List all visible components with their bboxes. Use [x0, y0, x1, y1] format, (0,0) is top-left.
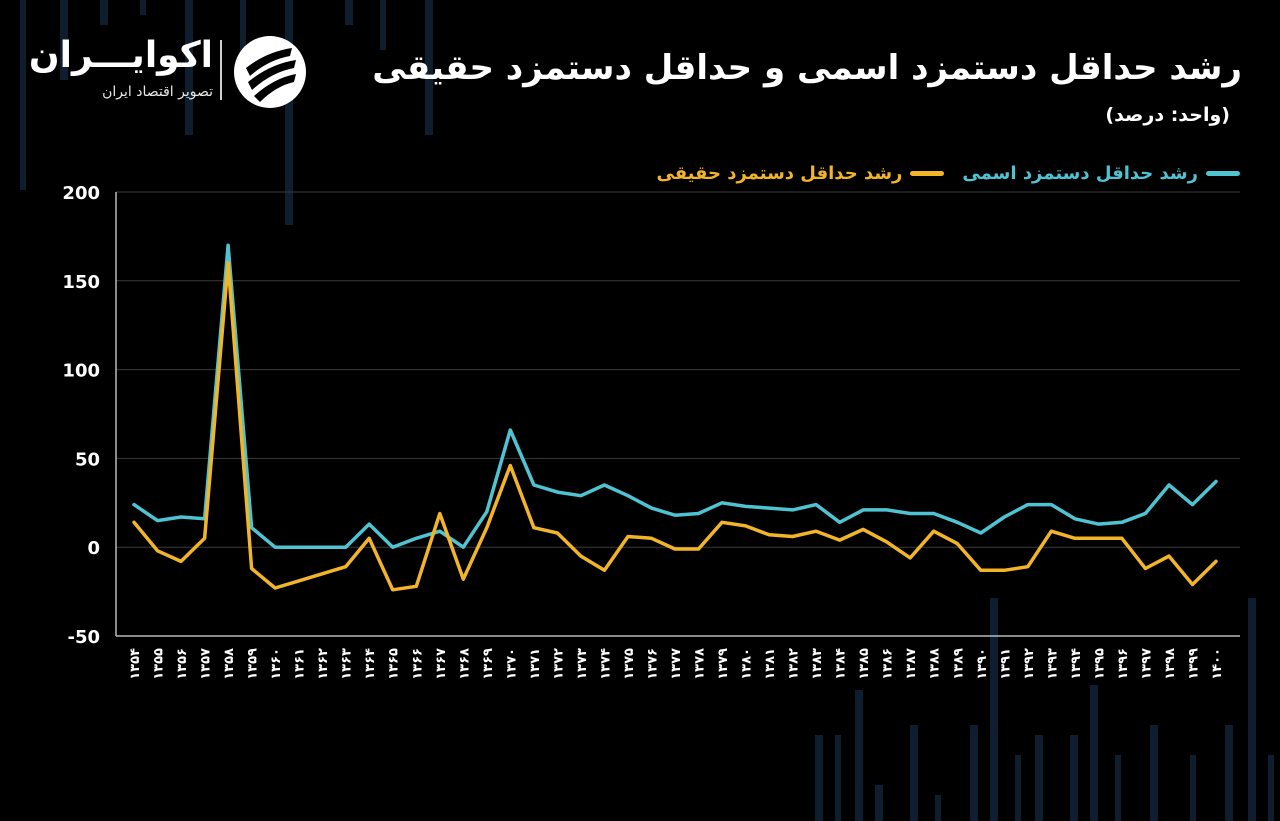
background-bar: [1225, 725, 1233, 821]
background-bar: [1115, 755, 1121, 821]
background-bar: [140, 0, 146, 15]
x-tick-label: ۱۳۵۶: [175, 648, 190, 680]
background-bar: [1150, 725, 1158, 821]
x-tick-label: ۱۳۶۲: [316, 648, 331, 680]
y-tick-label: -50: [67, 627, 100, 648]
x-tick-label: ۱۳۷۱: [528, 648, 543, 680]
legend-label-nominal: رشد حداقل دستمزد اسمی: [962, 162, 1198, 184]
logo-divider: [220, 40, 222, 100]
background-bar: [835, 735, 841, 821]
stacked-swoosh-icon: [234, 36, 306, 108]
unit-label: (واحد: درصد): [1105, 104, 1230, 126]
x-tick-label: ۱۳۸۳: [810, 648, 825, 680]
x-tick-label: ۱۳۶۵: [387, 648, 402, 680]
x-tick-label: ۱۳۶۷: [434, 648, 449, 680]
x-tick-label: ۱۳۶۸: [457, 648, 472, 680]
x-tick-label: ۱۳۷۲: [551, 648, 566, 680]
background-bar: [60, 0, 68, 80]
background-bar: [815, 735, 823, 821]
legend-label-real: رشد حداقل دستمزد حقیقی: [656, 162, 903, 184]
x-tick-label: ۱۳۷۹: [716, 648, 731, 680]
background-bar: [285, 0, 293, 225]
x-tick-label: ۱۳۶۴: [363, 648, 378, 680]
x-tick-label: ۱۳۹۶: [1116, 648, 1131, 680]
chart-legend: رشد حداقل دستمزد اسمی رشد حداقل دستمزد ح…: [657, 158, 1240, 188]
x-tick-label: ۱۳۷۰: [504, 648, 519, 680]
brand-logo: اکوایـــران تصویر اقتصاد ایران: [28, 30, 318, 110]
y-tick-label: 150: [62, 272, 100, 293]
x-tick-label: ۱۳۸۰: [740, 648, 755, 680]
background-bar: [100, 0, 108, 25]
brand-subtitle: تصویر اقتصاد ایران: [102, 84, 213, 100]
x-tick-label: ۱۳۶۳: [340, 648, 355, 680]
x-tick-label: ۱۳۶۱: [293, 648, 308, 680]
x-tick-label: ۱۳۵۵: [152, 648, 167, 680]
background-bar: [185, 0, 193, 135]
background-bar: [20, 0, 26, 190]
legend-swatch-nominal: [1206, 170, 1240, 176]
background-bar: [1248, 598, 1256, 821]
x-tick-label: ۱۳۸۴: [834, 648, 849, 680]
x-tick-label: ۱۳۷۷: [669, 648, 684, 680]
x-tick-label: ۱۳۹۰: [975, 648, 990, 680]
x-tick-label: ۱۳۹۷: [1139, 648, 1154, 680]
background-bar: [875, 785, 883, 821]
x-tick-label: ۱۳۵۹: [246, 648, 261, 680]
brand-name: اکوایـــران: [28, 35, 213, 76]
background-bar: [935, 795, 941, 821]
background-bar: [1070, 735, 1078, 821]
background-bar: [910, 725, 918, 821]
x-tick-label: ۱۳۷۴: [598, 648, 613, 680]
x-tick-label: ۱۳۸۶: [881, 648, 896, 680]
x-tick-label: ۱۳۸۹: [951, 648, 966, 680]
x-tick-label: ۱۳۹۴: [1069, 648, 1084, 680]
background-bar: [380, 0, 386, 50]
x-tick-label: ۱۳۸۵: [857, 648, 872, 680]
y-tick-label: 200: [62, 183, 100, 204]
x-tick-label: ۱۳۸۷: [904, 648, 919, 680]
background-bar: [425, 0, 433, 135]
x-tick-label: ۱۳۷۶: [645, 648, 660, 680]
background-bar: [1268, 755, 1274, 821]
y-tick-label: 100: [62, 361, 100, 382]
background-bar: [1090, 685, 1098, 821]
series-line-real: [132, 261, 1218, 592]
legend-item-nominal: رشد حداقل دستمزد اسمی: [962, 163, 1240, 184]
x-tick-label: ۱۳۸۲: [787, 648, 802, 680]
background-bar: [970, 725, 978, 821]
background-bar: [1190, 755, 1196, 821]
x-tick-label: ۱۳۹۹: [1186, 648, 1201, 680]
x-tick-label: ۱۳۹۸: [1163, 648, 1178, 680]
background-bar: [345, 0, 353, 25]
x-tick-label: ۱۴۰۰: [1210, 648, 1225, 680]
background-bar: [1015, 755, 1021, 821]
x-tick-label: ۱۳۶۶: [410, 648, 425, 680]
legend-item-real: رشد حداقل دستمزد حقیقی: [657, 163, 945, 184]
x-tick-label: ۱۳۷۳: [575, 648, 590, 680]
x-tick-label: ۱۳۹۲: [1022, 648, 1037, 680]
y-tick-label: 50: [75, 449, 100, 470]
x-tick-label: ۱۳۶۰: [269, 648, 284, 680]
background-bar: [240, 0, 246, 60]
background-bar: [855, 690, 863, 821]
x-tick-label: ۱۳۹۱: [998, 648, 1013, 680]
background-bar: [1035, 735, 1043, 821]
x-tick-label: ۱۳۵۷: [199, 648, 214, 680]
y-tick-label: 0: [87, 538, 100, 559]
x-tick-label: ۱۳۷۸: [693, 648, 708, 680]
x-tick-label: ۱۳۵۴: [128, 648, 143, 680]
x-tick-label: ۱۳۹۳: [1045, 648, 1060, 680]
x-tick-label: ۱۳۹۵: [1092, 648, 1107, 680]
x-tick-label: ۱۳۷۵: [622, 648, 637, 680]
background-bar: [990, 598, 998, 821]
legend-swatch-real: [910, 170, 945, 176]
x-tick-label: ۱۳۸۸: [928, 648, 943, 680]
x-tick-label: ۱۳۶۹: [481, 648, 496, 680]
chart-title: رشد حداقل دستمزد اسمی و حداقل دستمزد حقی…: [372, 48, 1242, 88]
x-tick-label: ۱۳۵۸: [222, 648, 237, 680]
series-line-nominal: [132, 243, 1218, 549]
x-tick-label: ۱۳۸۱: [763, 648, 778, 680]
